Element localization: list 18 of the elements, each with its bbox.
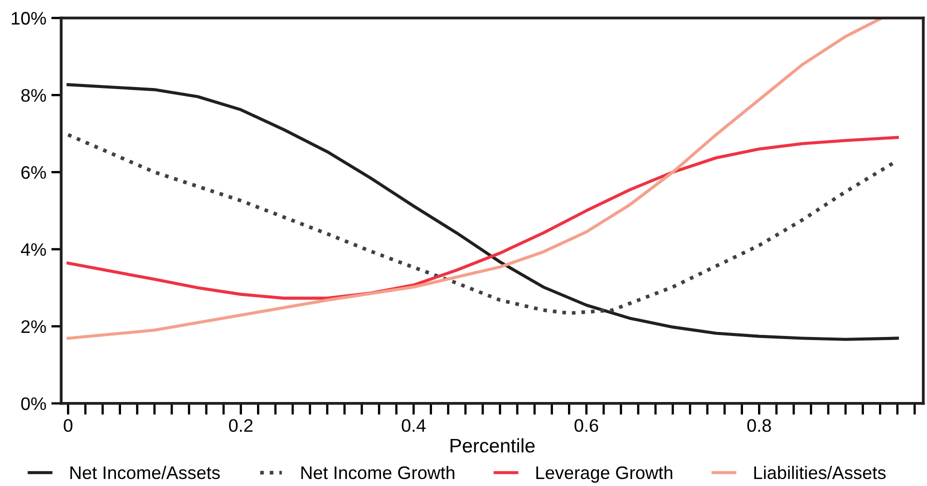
legend-label: Net Income Growth: [301, 466, 454, 480]
line-series: [66, 18, 884, 340]
y-tick-label: 8%: [21, 88, 46, 102]
x-tick-label: 0.4: [402, 419, 426, 432]
y-tick-label: 10%: [12, 12, 46, 25]
x-tick-label: 0: [64, 419, 72, 432]
y-tick-label: 2%: [21, 320, 46, 333]
legend-label: Net Income/Assets: [70, 466, 220, 480]
legend-label: Leverage Growth: [536, 466, 672, 483]
x-tick-label: 0.2: [229, 419, 253, 432]
y-tick-label: 6%: [21, 166, 46, 179]
y-tick-label: 4%: [20, 243, 46, 256]
line-series: [66, 83, 899, 341]
x-tick-label: 0.8: [747, 419, 771, 432]
y-tick-label: 0%: [21, 397, 46, 410]
x-axis-title: Percentile: [450, 438, 535, 453]
legend-label: Liabilities/Assets: [754, 466, 886, 480]
x-tick-label: 0.6: [574, 419, 598, 432]
